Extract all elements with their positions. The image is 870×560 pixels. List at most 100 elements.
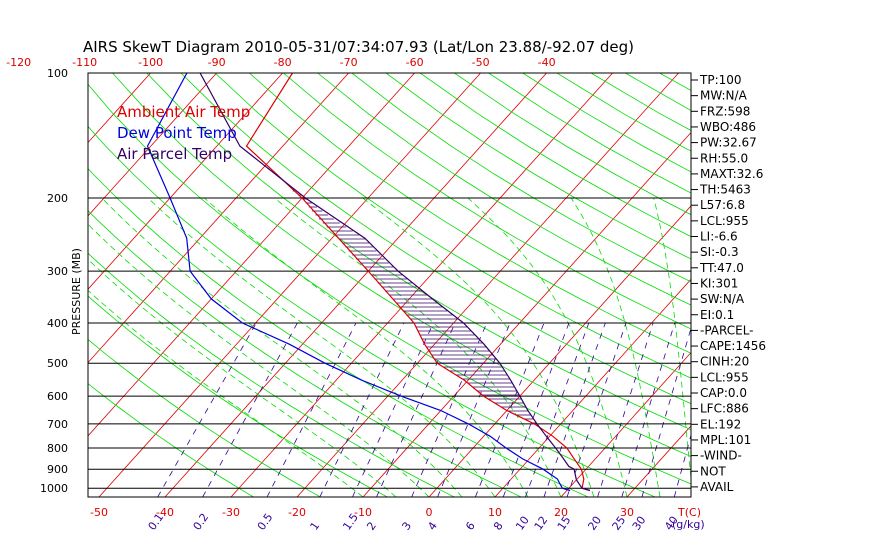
- isotherm-line: [164, 73, 547, 497]
- top-temperature-tick-label: -120: [6, 56, 31, 69]
- index-item: LCL:955: [700, 370, 749, 384]
- plot-frame: [87, 72, 692, 498]
- mixing-ratio-line: [411, 322, 488, 497]
- legend-entry: Dew Point Temp: [117, 124, 237, 142]
- dry-adiabat-line: [88, 168, 589, 497]
- moist-adiabat-line: [204, 197, 529, 497]
- pressure-tick-label: 600: [47, 390, 68, 403]
- pressure-tick-labels: 100 200 300 400 500 600 700 800 900 1000: [40, 67, 68, 495]
- dry-adiabat-line: [249, 73, 691, 354]
- index-item: CINH:20: [700, 355, 749, 369]
- series-line-dew-point-temp: [146, 73, 571, 492]
- index-item: LCL:955: [700, 214, 749, 228]
- mixing-ratio-tick-label: 0.5: [255, 511, 276, 533]
- index-item: -WIND-: [700, 449, 742, 463]
- mixing-ratio-tick-label: 0.2: [191, 511, 212, 533]
- pressure-tick-label: 700: [47, 418, 68, 431]
- mixing-ratio-tick-label: 2: [364, 520, 379, 533]
- cape-hatching: [292, 190, 540, 428]
- dry-adiabat-line: [88, 83, 691, 485]
- index-item: TH:5463: [699, 183, 751, 197]
- pressure-tick-label: 1000: [40, 482, 68, 495]
- isotherm-line: [428, 205, 691, 497]
- mixing-ratio-line: [202, 322, 298, 497]
- bottom-temperature-tick-label: -20: [288, 506, 306, 519]
- bottom-temperature-tick-label: 10: [488, 506, 502, 519]
- top-temperature-tick-label: -50: [472, 56, 490, 69]
- mixing-ratio-tick-label: 6: [463, 520, 478, 533]
- mixing-ratio-tick-label: 3: [399, 520, 414, 533]
- dry-adiabat-line: [762, 73, 870, 497]
- mixing-ratio-line: [437, 322, 511, 497]
- mixing-ratio-tick-label: 12: [532, 514, 551, 533]
- index-item: CAPE:1456: [700, 339, 766, 353]
- moist-adiabat-line: [467, 197, 628, 497]
- dry-adiabat-line: [112, 73, 691, 457]
- index-item: SW:N/A: [700, 292, 745, 306]
- dry-adiabat-line: [317, 73, 691, 306]
- legend-entry: Ambient Air Temp: [117, 103, 250, 121]
- moist-adiabat-line: [570, 197, 661, 497]
- isotherm-line: [560, 351, 691, 497]
- moist-adiabat-line: [274, 197, 562, 497]
- top-temperature-tick-label: -90: [208, 56, 226, 69]
- x-axis-unit-label: T(C): [677, 506, 701, 519]
- isotherm-line: [88, 73, 217, 217]
- chart-title: AIRS SkewT Diagram 2010-05-31/07:34:07.9…: [83, 38, 634, 56]
- isotherm-line: [88, 73, 283, 290]
- isotherm-line: [494, 278, 691, 497]
- bottom-temperature-tick-label: 0: [426, 506, 433, 519]
- isotherm-line: [98, 73, 481, 497]
- pressure-tick-label: 900: [47, 463, 68, 476]
- dry-adiabat-line: [283, 73, 691, 330]
- mixing-ratio-line: [266, 322, 357, 497]
- pressure-tick-label: 800: [47, 442, 68, 455]
- pressure-tick-label: 500: [47, 357, 68, 370]
- moist-adiabat-line: [653, 197, 691, 482]
- dry-adiabat-line: [146, 73, 691, 431]
- mixing-ratio-tick-label: 10: [513, 514, 532, 533]
- isotherm-line: [230, 73, 613, 497]
- index-item: L57:6.8: [700, 198, 745, 212]
- top-temperature-tick-labels: -120 -110 -100 -90 -80 -70 -60 -50 -40: [6, 56, 555, 69]
- index-item: LI:-6.6: [700, 230, 738, 244]
- moist-adiabat-line: [88, 289, 364, 497]
- index-item: MAXT:32.6: [700, 167, 763, 181]
- index-item: WBO:486: [700, 120, 756, 134]
- mixing-ratio-line: [525, 322, 590, 497]
- index-item: TP:100: [699, 73, 742, 87]
- top-temperature-tick-label: -60: [406, 56, 424, 69]
- mixing-ratio-line: [352, 322, 434, 497]
- isotherm-line: [0, 73, 19, 497]
- isotherm-line: [88, 73, 349, 364]
- mixing-ratio-unit-label: (g/kg): [672, 518, 705, 531]
- y-axis-label: PRESSURE (MB): [70, 248, 83, 335]
- mixing-ratio-tick-label: 20: [585, 514, 604, 533]
- mixing-ratio-line: [376, 322, 456, 497]
- bottom-temperature-tick-label: 20: [554, 506, 568, 519]
- legend: Ambient Air Temp Dew Point Temp Air Parcel…: [117, 103, 250, 163]
- dry-adiabat-line: [180, 73, 691, 405]
- dry-adiabat-line: [522, 73, 691, 173]
- dry-adiabat-line: [488, 73, 691, 194]
- dry-adiabat-line: [385, 73, 691, 260]
- mixing-ratio-line: [157, 322, 257, 497]
- bottom-temperature-tick-label: -50: [90, 506, 108, 519]
- moist-adiabat-line: [147, 197, 496, 497]
- series-line-ambient-air-temp: [245, 73, 591, 492]
- mixing-ratio-line: [597, 322, 654, 497]
- top-temperature-tick-label: -100: [138, 56, 163, 69]
- mixing-ratio-line: [474, 322, 545, 497]
- index-item: NOT: [700, 464, 726, 478]
- index-item: CAP:0.0: [700, 386, 747, 400]
- index-item: TT:47.0: [699, 261, 744, 275]
- moist-adiabat-line: [101, 197, 463, 497]
- moist-adiabat-line: [88, 223, 430, 497]
- pressure-tick-label: 200: [47, 192, 68, 205]
- index-item: -PARCEL-: [700, 323, 754, 337]
- index-item: EL:192: [700, 417, 741, 431]
- mixing-ratio-line: [641, 326, 691, 497]
- bottom-temperature-tick-labels: -50 -40 -30 -20 -10 0 10 20 30: [90, 506, 634, 519]
